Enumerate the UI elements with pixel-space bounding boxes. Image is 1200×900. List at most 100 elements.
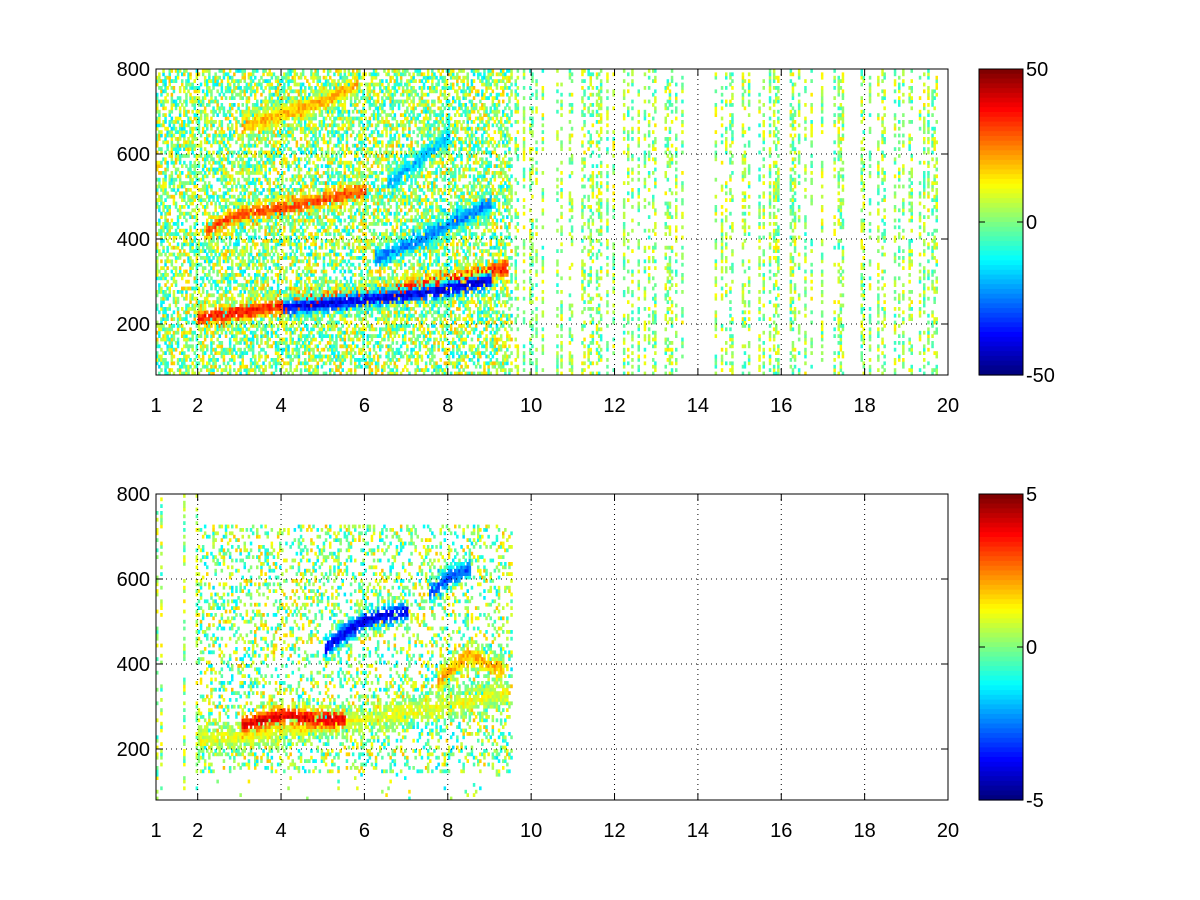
heatmap-cell	[247, 75, 251, 80]
heatmap-cell	[195, 177, 199, 182]
heatmap-cell	[322, 198, 326, 202]
heatmap-cell	[335, 307, 338, 311]
heatmap-cell	[279, 225, 282, 230]
heatmap-cell	[243, 198, 246, 202]
heatmap-cell	[222, 256, 226, 260]
heatmap-cell	[333, 86, 336, 90]
heatmap-cell	[222, 69, 226, 73]
heatmap-cell	[224, 191, 228, 196]
heatmap-cell	[224, 276, 228, 281]
heatmap-cell	[226, 283, 230, 287]
heatmap-cell	[341, 123, 344, 128]
heatmap-cell	[245, 245, 249, 250]
heatmap-cell	[258, 140, 261, 145]
heatmap-cell	[256, 143, 259, 148]
heatmap-cell	[281, 310, 284, 315]
heatmap-cell	[231, 103, 234, 107]
heatmap-cell	[285, 109, 288, 114]
heatmap-cell	[239, 313, 242, 318]
heatmap-cell	[201, 303, 205, 308]
heatmap-cell	[320, 279, 324, 284]
heatmap-cell	[187, 368, 190, 372]
heatmap-cell	[314, 225, 317, 230]
heatmap-cell	[239, 222, 242, 226]
heatmap-cell	[239, 327, 242, 332]
heatmap-cell	[226, 347, 230, 352]
heatmap-cell	[331, 198, 334, 202]
heatmap-cell	[268, 293, 271, 298]
heatmap-cell	[312, 310, 315, 315]
heatmap-cell	[231, 188, 234, 192]
heatmap-cell	[285, 347, 288, 352]
heatmap-cell	[206, 245, 209, 250]
heatmap-cell	[233, 334, 236, 338]
heatmap-cell	[339, 198, 342, 202]
heatmap-cell	[197, 327, 201, 332]
heatmap-cell	[187, 174, 190, 179]
heatmap-cell	[210, 286, 213, 291]
heatmap-cell	[170, 232, 174, 236]
heatmap-cell	[291, 262, 294, 267]
heatmap-cell	[310, 300, 313, 304]
heatmap-cell	[295, 242, 299, 247]
heatmap-cell	[268, 303, 271, 308]
heatmap-cell	[203, 208, 207, 213]
heatmap-cell	[178, 157, 182, 162]
heatmap-cell	[256, 313, 259, 318]
heatmap-cell	[156, 361, 159, 366]
heatmap-cell	[324, 99, 328, 104]
heatmap-cell	[308, 215, 311, 219]
heatmap-cell	[318, 194, 322, 199]
heatmap-cell	[228, 358, 232, 362]
heatmap-cell	[241, 137, 244, 141]
heatmap-cell	[220, 198, 224, 202]
heatmap-cell	[301, 89, 305, 94]
heatmap-cell	[322, 252, 326, 257]
heatmap-cell	[281, 143, 284, 148]
heatmap-cell	[262, 371, 265, 376]
heatmap-cell	[260, 75, 263, 80]
heatmap-cell	[276, 150, 280, 155]
heatmap-cell	[341, 293, 344, 298]
heatmap-cell	[270, 86, 274, 90]
heatmap-cell	[308, 201, 311, 206]
heatmap-cell	[195, 171, 199, 175]
heatmap-cell	[310, 201, 313, 206]
heatmap-cell	[297, 303, 301, 308]
heatmap-cell	[285, 99, 288, 104]
heatmap-cell	[270, 116, 274, 121]
heatmap-cell	[218, 293, 221, 298]
heatmap-cell	[276, 354, 280, 359]
heatmap-cell	[162, 290, 165, 294]
heatmap-cell	[256, 293, 259, 298]
heatmap-cell	[314, 143, 317, 148]
heatmap-cell	[243, 191, 246, 196]
heatmap-cell	[241, 364, 244, 369]
heatmap-cell	[251, 106, 255, 111]
heatmap-cell	[289, 252, 292, 257]
heatmap-cell	[162, 106, 165, 111]
heatmap-cell	[285, 96, 288, 100]
heatmap-cell	[256, 208, 259, 213]
heatmap-cell	[297, 89, 301, 94]
heatmap-cell	[199, 154, 203, 158]
heatmap-cell	[343, 296, 347, 301]
heatmap-cell	[208, 303, 211, 308]
heatmap-cell	[247, 256, 251, 260]
heatmap-cell	[295, 327, 299, 332]
heatmap-cell	[254, 113, 257, 117]
heatmap-cell	[247, 147, 251, 151]
heatmap-cell	[222, 143, 226, 148]
heatmap-cell	[206, 347, 209, 352]
heatmap-cell	[301, 320, 305, 325]
heatmap-cell	[276, 208, 280, 213]
heatmap-cell	[297, 109, 301, 114]
heatmap-cell	[199, 99, 203, 104]
heatmap-cell	[289, 205, 292, 209]
heatmap-cell	[210, 89, 213, 94]
heatmap-cell	[276, 361, 280, 366]
heatmap-cell	[341, 143, 344, 148]
heatmap-cell	[216, 327, 219, 332]
heatmap-cell	[335, 96, 338, 100]
heatmap-cell	[295, 269, 299, 274]
